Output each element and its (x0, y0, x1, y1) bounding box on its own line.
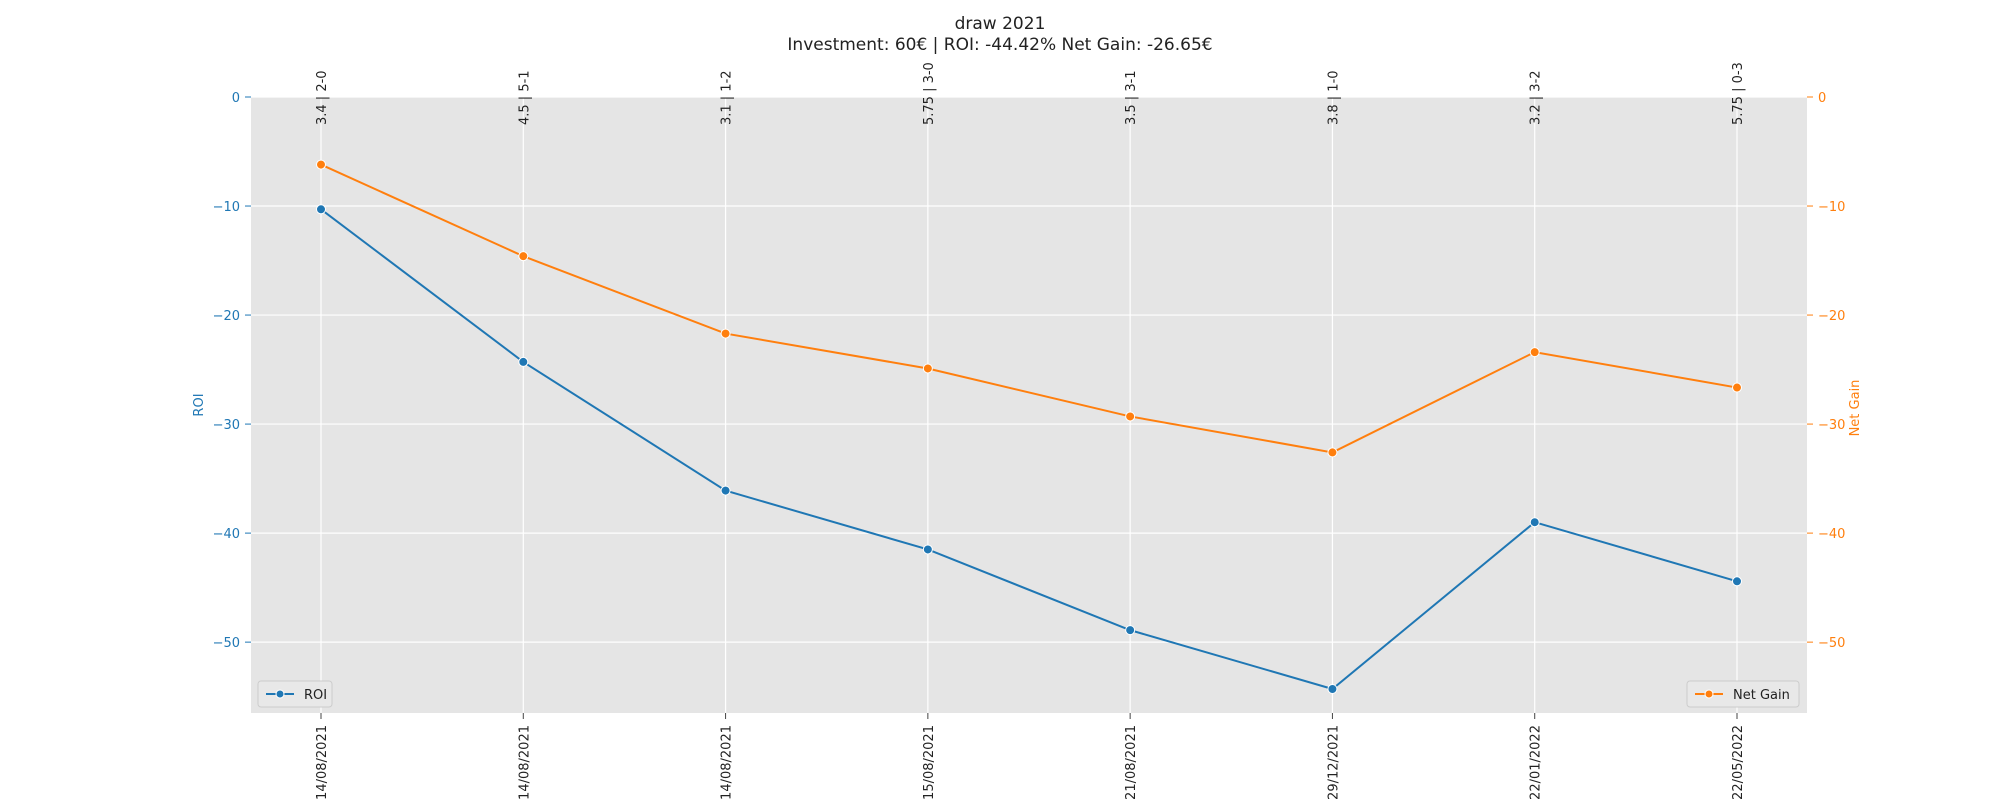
y-tick-label-left: −10 (213, 200, 240, 215)
data-point-net-gain (518, 251, 529, 262)
y-tick-label-left: 0 (232, 91, 240, 106)
legend-net-gain: Net Gain (1686, 680, 1800, 708)
legend-marker (1704, 689, 1714, 699)
data-point-roi (922, 544, 933, 555)
y-tick-label-right: 0 (1818, 91, 1826, 106)
data-point-net-gain (316, 159, 326, 170)
x-top-tick-label: 5.75 | 0-3 (1731, 62, 1746, 125)
data-point-net-gain (922, 363, 933, 374)
x-bottom-tick-label: 22/01/2022 (1529, 725, 1544, 800)
legend-label: ROI (304, 688, 327, 703)
x-bottom-tick-label: 29/12/2021 (1326, 725, 1341, 800)
x-bottom-tick-label: 21/08/2021 (1124, 725, 1139, 800)
left-axis: 0 −10 −20 −30 −40 −50 (213, 91, 251, 651)
series-layer (316, 159, 1742, 695)
data-point-roi (1732, 576, 1742, 587)
right-axis: 0 −10 −20 −30 −40 −50 (1807, 91, 1845, 651)
y-tick-label-left: −40 (213, 527, 240, 542)
chart-title: draw 2021 (955, 14, 1046, 34)
data-point-net-gain (1732, 382, 1742, 393)
legend-box (1686, 680, 1800, 708)
data-point-net-gain (1327, 447, 1338, 458)
data-point-net-gain (1125, 411, 1136, 422)
x-bottom-tick-label: 14/08/2021 (517, 725, 532, 800)
x-top-tick-label: 3.5 | 3-1 (1124, 70, 1139, 125)
top-tick-labels: 3.4 | 2-0 4.5 | 5-1 3.1 | 1-2 5.75 | 3-0 3.5… (315, 62, 1746, 125)
y-tick-label-right: −40 (1818, 527, 1845, 542)
y-tick-label-left: −20 (213, 309, 240, 324)
data-point-roi (720, 485, 731, 496)
plot-area (251, 97, 1807, 713)
data-point-net-gain (1529, 347, 1540, 358)
x-top-tick-label: 3.4 | 2-0 (315, 70, 330, 125)
data-point-roi (316, 204, 326, 215)
series-line-roi (320, 208, 1738, 691)
y-tick-label-right: −10 (1818, 200, 1845, 215)
y-tick-label-right: −20 (1818, 309, 1845, 324)
y-tick-label-right: −50 (1818, 636, 1845, 651)
y-tick-label-left: −50 (213, 636, 240, 651)
data-point-roi (1125, 625, 1136, 636)
x-top-tick-label: 3.8 | 1-0 (1326, 70, 1341, 125)
series-line-net-gain (320, 163, 1738, 454)
data-point-roi (518, 356, 529, 367)
legend-marker (275, 689, 285, 699)
y-axis-label-right: Net Gain (1848, 380, 1863, 437)
chart-subtitle: Investment: 60€ | ROI: -44.42% Net Gain:… (787, 35, 1212, 55)
y-tick-label-left: −30 (213, 418, 240, 433)
bottom-tick-labels: 14/08/2021 14/08/2021 14/08/2021 15/08/2021… (315, 713, 1746, 800)
x-top-tick-label: 4.5 | 5-1 (517, 70, 532, 125)
x-top-tick-label: 3.1 | 1-2 (720, 70, 735, 125)
x-top-tick-label: 5.75 | 3-0 (922, 62, 937, 125)
x-bottom-tick-label: 22/05/2022 (1731, 725, 1746, 800)
grid-lines (251, 96, 1807, 713)
legend-label: Net Gain (1733, 688, 1790, 703)
data-point-roi (1327, 684, 1338, 695)
data-point-net-gain (720, 328, 731, 339)
data-point-roi (1529, 517, 1540, 528)
y-axis-label-left: ROI (192, 393, 207, 416)
x-bottom-tick-label: 15/08/2021 (922, 725, 937, 800)
legend-box (257, 680, 333, 708)
x-bottom-tick-label: 14/08/2021 (315, 725, 330, 800)
x-top-tick-label: 3.2 | 3-2 (1529, 70, 1544, 125)
legend-roi: ROI (257, 680, 333, 708)
x-bottom-tick-label: 14/08/2021 (720, 725, 735, 800)
y-tick-label-right: −30 (1818, 418, 1845, 433)
